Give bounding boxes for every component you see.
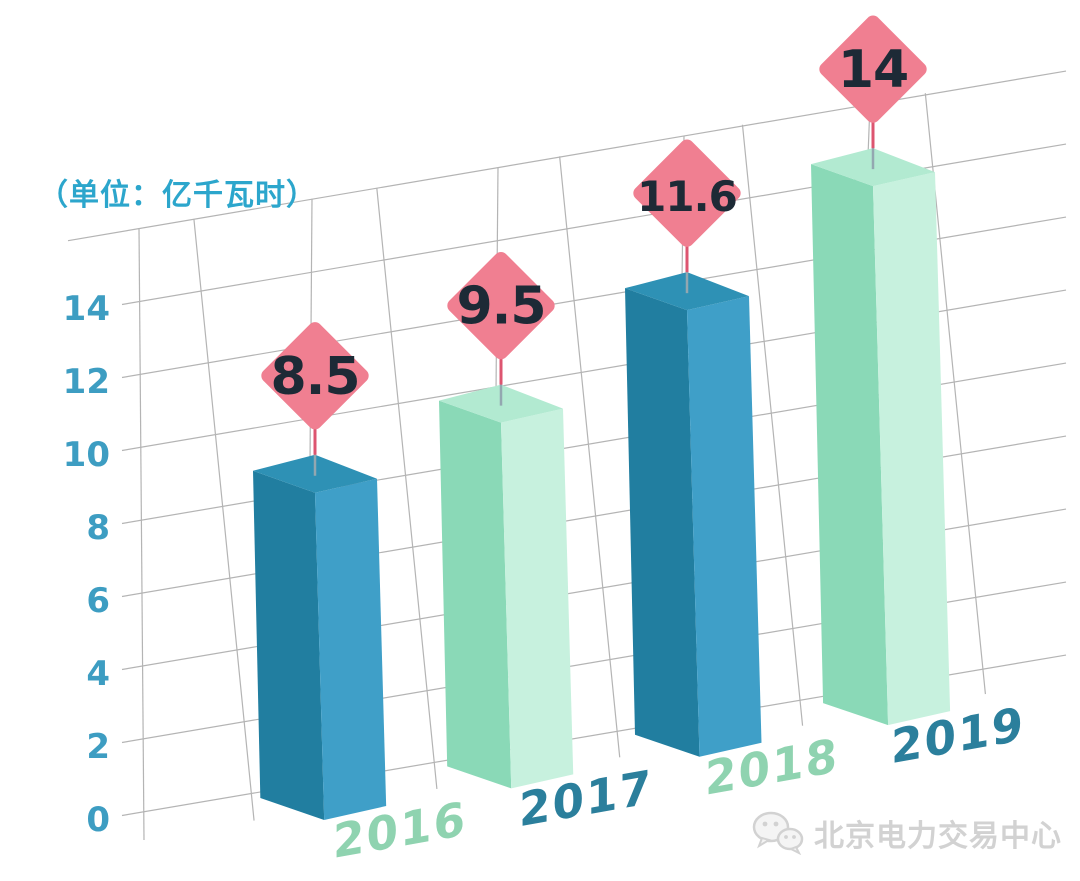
value-label: 14 (838, 40, 908, 100)
value-badge-2018 (633, 139, 741, 247)
grid (67, 70, 1067, 841)
value-label: 11.6 (637, 172, 737, 221)
value-label: 9.5 (456, 277, 545, 337)
y-tick-label: 12 (63, 362, 110, 402)
grid-axis-vertical (138, 227, 145, 841)
unit-label: （单位：亿千瓦时） (38, 178, 317, 213)
y-tick-label: 0 (86, 800, 110, 840)
y-tick-label: 2 (86, 727, 110, 767)
grid-line-vertical (741, 124, 804, 726)
grid-line-vertical (559, 156, 621, 758)
bar-right-face (315, 478, 387, 820)
y-axis-ticks: 0 2 4 6 8 10 12 14 (63, 289, 110, 840)
bar-left-face (811, 164, 889, 726)
bar-left-face (253, 470, 325, 820)
value-badge-2016 (261, 322, 369, 430)
value-badge-2019 (819, 15, 927, 123)
bar-right-face (501, 408, 574, 789)
y-tick-label: 6 (86, 581, 110, 621)
watermark: 北京电力交易中心 (752, 811, 1062, 855)
y-tick-label: 14 (63, 289, 110, 329)
bar-right-face (687, 296, 762, 757)
watermark-text: 北京电力交易中心 (814, 819, 1062, 854)
y-tick-label: 8 (86, 508, 110, 548)
grid-line-vertical (376, 187, 438, 789)
bar-left-face (439, 400, 512, 789)
grid-line-vertical (193, 219, 255, 821)
value-label: 8.5 (270, 347, 359, 407)
grid-line-horizontal (67, 70, 1067, 242)
wechat-icon (752, 811, 804, 855)
value-badge-2017 (447, 251, 555, 360)
y-tick-label: 4 (86, 654, 110, 694)
bar-right-face (873, 172, 951, 726)
bar-left-face (625, 288, 700, 757)
y-tick-label: 10 (63, 435, 110, 475)
